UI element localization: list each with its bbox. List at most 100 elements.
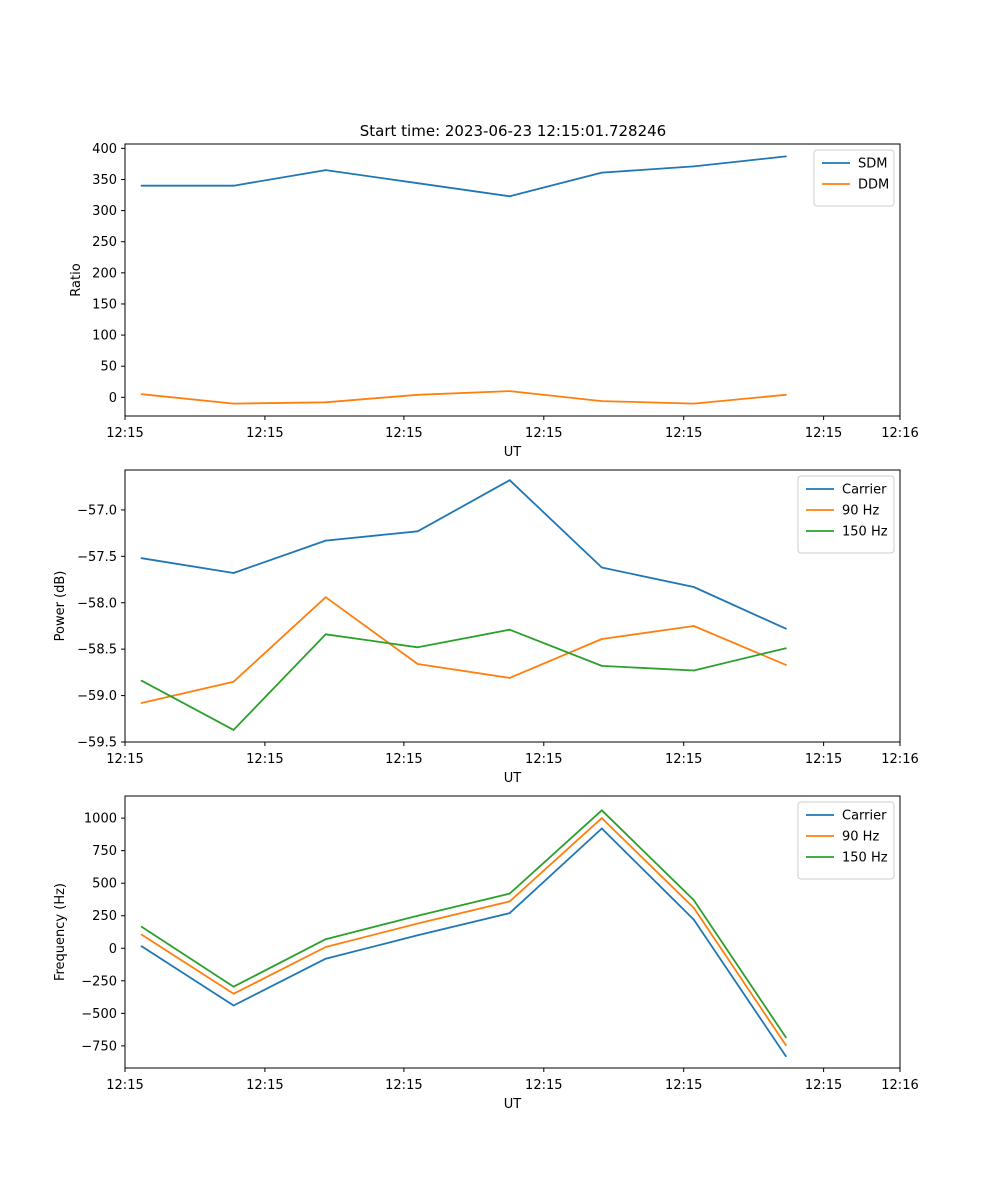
y-tick-label: 250 bbox=[92, 909, 117, 924]
data-point bbox=[140, 933, 143, 936]
data-point bbox=[692, 907, 695, 909]
x-axis-label: UT bbox=[504, 445, 522, 460]
series-line-sdm bbox=[141, 155, 786, 198]
data-point bbox=[416, 934, 419, 937]
data-point bbox=[324, 957, 327, 960]
data-point bbox=[324, 946, 327, 948]
legend-frame bbox=[813, 149, 895, 207]
y-axis-label: Power (dB) bbox=[53, 571, 68, 642]
plot-area-frame bbox=[124, 795, 901, 1069]
y-tick-label: 0 bbox=[109, 391, 117, 406]
data-point bbox=[232, 402, 235, 405]
y-tick-label: 500 bbox=[92, 877, 117, 892]
data-point bbox=[416, 393, 419, 396]
y-tick-label: 400 bbox=[92, 142, 117, 157]
data-point bbox=[416, 182, 419, 185]
x-tick-label: 12:15 bbox=[525, 426, 562, 441]
chart-panel-3: 12:15 12:15 12:15 12:15 12:15 12:15 12:16 −750 −… bbox=[53, 795, 919, 1112]
x-tick-label: 12:15 bbox=[246, 752, 283, 767]
y-tick-label: 350 bbox=[92, 173, 117, 188]
series-line-ddm bbox=[141, 390, 786, 405]
y-tick-label: 750 bbox=[92, 844, 117, 859]
x-tick-label: 12:15 bbox=[665, 1078, 702, 1093]
x-tick-label: 12:15 bbox=[106, 1078, 143, 1093]
data-point bbox=[692, 625, 695, 627]
y-tick-label: 200 bbox=[92, 266, 117, 281]
legend-frame bbox=[797, 801, 895, 880]
data-point bbox=[140, 679, 143, 682]
data-point bbox=[324, 539, 327, 542]
legend-label: 150 Hz bbox=[842, 851, 888, 866]
chart-panel-2: 12:15 12:15 12:15 12:15 12:15 12:15 12:16 −59.5… bbox=[53, 469, 919, 786]
legend-label: Carrier bbox=[842, 809, 887, 824]
data-point bbox=[692, 586, 695, 588]
y-tick-label: 1000 bbox=[84, 812, 117, 827]
data-point bbox=[140, 184, 143, 187]
data-point bbox=[140, 945, 143, 948]
data-point bbox=[324, 633, 327, 636]
data-point bbox=[232, 184, 235, 187]
data-point bbox=[140, 702, 143, 704]
y-tick-label: −58.0 bbox=[77, 596, 117, 611]
data-point bbox=[692, 165, 695, 168]
x-tick-label: 12:15 bbox=[805, 752, 842, 767]
y-tick-label: −57.5 bbox=[77, 550, 117, 565]
data-point bbox=[784, 647, 787, 650]
legend-label: DDM bbox=[858, 178, 889, 193]
data-point bbox=[232, 572, 235, 574]
x-tick-label: 12:16 bbox=[881, 426, 918, 441]
y-tick-label: −59.5 bbox=[77, 736, 117, 751]
figure-title: Start time: 2023-06-23 12:15:01.728246 bbox=[360, 122, 666, 140]
data-point bbox=[784, 627, 787, 630]
x-tick-label: 12:15 bbox=[805, 426, 842, 441]
legend: SDM DDM bbox=[813, 149, 895, 207]
data-point bbox=[600, 638, 603, 640]
data-point bbox=[784, 1055, 787, 1058]
data-point bbox=[416, 922, 419, 925]
y-tick-label: 300 bbox=[92, 204, 117, 219]
data-point bbox=[600, 400, 603, 402]
data-point bbox=[508, 912, 511, 915]
data-point bbox=[508, 900, 511, 903]
data-point bbox=[600, 566, 603, 569]
y-tick-label: −59.0 bbox=[77, 689, 117, 704]
data-point bbox=[600, 809, 603, 812]
data-point bbox=[232, 985, 235, 988]
y-axis-label: Ratio bbox=[69, 263, 84, 296]
legend-label: 90 Hz bbox=[842, 830, 879, 845]
data-point bbox=[232, 680, 235, 683]
y-tick-label: −57.0 bbox=[77, 503, 117, 518]
data-point bbox=[692, 402, 695, 405]
x-tick-label: 12:15 bbox=[246, 1078, 283, 1093]
series-line-150-hz bbox=[141, 628, 787, 731]
data-point bbox=[416, 646, 419, 649]
data-point bbox=[692, 918, 695, 921]
y-axis-label: Frequency (Hz) bbox=[53, 883, 68, 981]
x-tick-label: 12:15 bbox=[525, 1078, 562, 1093]
data-point bbox=[784, 393, 787, 396]
plot-area-frame bbox=[124, 469, 901, 743]
data-point bbox=[784, 155, 787, 158]
series-line-90-hz bbox=[141, 596, 787, 704]
data-point bbox=[784, 664, 787, 666]
series-line-carrier bbox=[141, 827, 787, 1057]
x-axis-label: UT bbox=[504, 1097, 522, 1112]
data-point bbox=[140, 393, 143, 396]
data-point bbox=[600, 817, 603, 820]
data-point bbox=[508, 390, 511, 393]
y-tick-label: 150 bbox=[92, 297, 117, 312]
data-point bbox=[416, 914, 419, 917]
data-point bbox=[508, 479, 511, 482]
data-point bbox=[232, 1004, 235, 1007]
y-tick-label: 0 bbox=[109, 942, 117, 957]
data-point bbox=[600, 664, 603, 667]
legend-label: SDM bbox=[858, 157, 887, 172]
x-tick-label: 12:15 bbox=[525, 752, 562, 767]
data-point bbox=[232, 992, 235, 995]
data-point bbox=[600, 827, 603, 830]
x-axis-label: UT bbox=[504, 771, 522, 786]
legend-label: 90 Hz bbox=[842, 504, 879, 519]
data-point bbox=[324, 596, 327, 599]
x-tick-label: 12:15 bbox=[385, 1078, 422, 1093]
